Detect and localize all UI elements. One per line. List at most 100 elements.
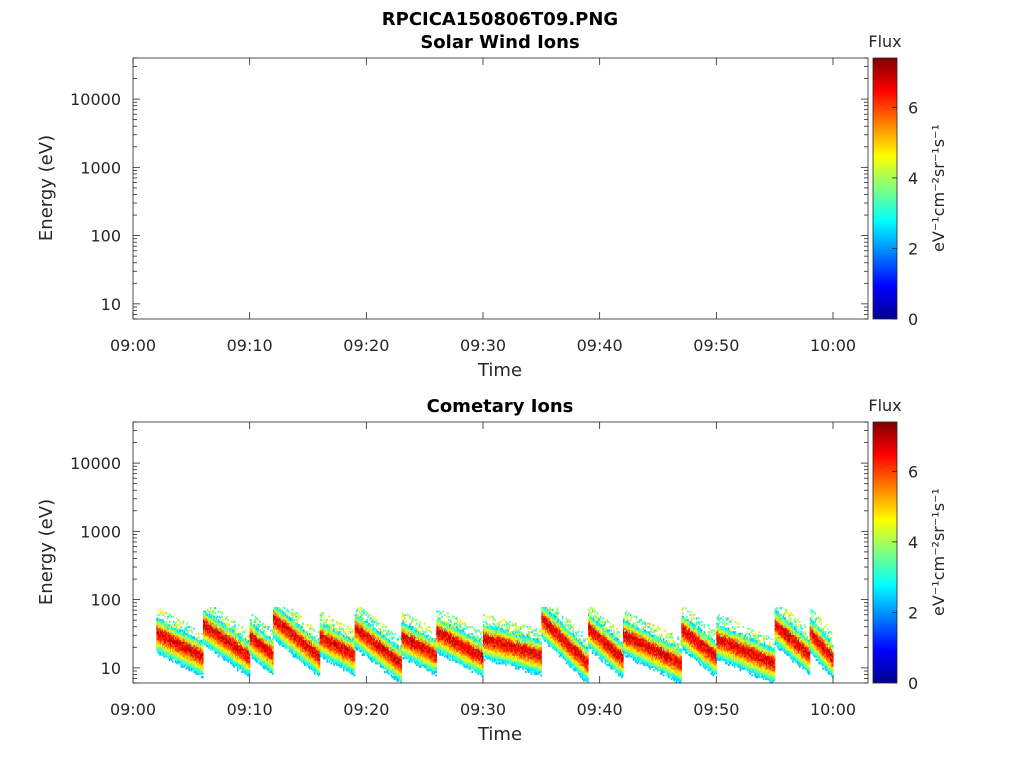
flux-cell xyxy=(283,636,286,639)
flux-cell xyxy=(188,669,190,672)
flux-cell xyxy=(271,643,273,646)
flux-cell xyxy=(271,646,273,649)
flux-cell xyxy=(277,634,280,637)
flux-cell xyxy=(281,615,284,618)
flux-cell xyxy=(220,648,223,651)
flux-cell xyxy=(251,626,254,629)
flux-cell xyxy=(244,653,247,656)
flux-cell xyxy=(292,655,295,658)
flux-cell xyxy=(269,648,271,651)
flux-cell xyxy=(168,627,170,630)
flux-cell xyxy=(306,653,308,656)
flux-cell xyxy=(254,636,257,639)
flux-cell xyxy=(200,653,202,656)
flux-cell xyxy=(206,634,209,637)
flux-cell xyxy=(226,631,228,634)
flux-cell xyxy=(225,631,227,634)
flux-cell xyxy=(213,617,216,620)
flux-cell xyxy=(206,626,209,629)
flux-cell xyxy=(187,657,190,660)
flux-cell xyxy=(270,665,272,668)
flux-cell xyxy=(312,667,315,670)
flux-cell xyxy=(253,634,256,637)
flux-cell xyxy=(164,622,166,625)
flux-cell xyxy=(320,627,323,630)
flux-cell xyxy=(212,643,215,646)
flux-cell xyxy=(316,657,319,660)
flux-cell xyxy=(321,639,324,642)
flux-cell xyxy=(297,626,299,629)
flux-cell xyxy=(187,651,190,655)
flux-cell xyxy=(320,619,323,622)
flux-cell xyxy=(239,657,242,660)
flux-cell xyxy=(331,655,333,658)
flux-cell xyxy=(238,665,241,668)
flux-cell xyxy=(267,638,269,641)
flux-cell xyxy=(275,613,278,617)
flux-cell xyxy=(344,660,347,663)
flux-cell xyxy=(200,645,202,648)
flux-cell xyxy=(222,648,225,651)
flux-cell xyxy=(330,636,332,639)
flux-cell xyxy=(274,613,277,617)
flux-cell xyxy=(306,646,308,649)
flux-cell xyxy=(212,645,215,648)
flux-cell xyxy=(187,655,190,658)
flux-cell xyxy=(163,650,165,653)
flux-cell xyxy=(272,653,274,656)
flux-cell xyxy=(310,639,313,642)
flux-cell xyxy=(198,645,200,648)
flux-cell xyxy=(220,629,223,632)
flux-cell xyxy=(277,629,280,632)
flux-cell xyxy=(302,643,304,646)
flux-cell xyxy=(215,646,218,649)
flux-cell xyxy=(288,627,291,630)
flux-cell xyxy=(245,641,248,644)
flux-cell xyxy=(301,631,303,634)
flux-cell xyxy=(320,632,323,636)
flux-cell xyxy=(176,651,179,655)
flux-cell xyxy=(165,631,167,634)
flux-cell xyxy=(300,643,302,646)
flux-cell xyxy=(296,624,298,627)
flux-cell xyxy=(178,641,181,644)
flux-cell xyxy=(201,646,203,649)
flux-cell xyxy=(308,627,311,630)
flux-cell xyxy=(189,641,191,644)
flux-cell xyxy=(277,607,280,610)
flux-cell xyxy=(318,655,321,658)
flux-cell xyxy=(230,632,232,636)
flux-cell xyxy=(177,651,180,655)
flux-cell xyxy=(338,655,340,658)
flux-cell xyxy=(268,626,270,629)
flux-cell xyxy=(282,636,285,639)
flux-cell xyxy=(202,664,204,667)
flux-cell xyxy=(176,660,179,663)
flux-cell xyxy=(277,612,280,615)
flux-cell xyxy=(267,658,269,661)
flux-cell xyxy=(183,636,186,639)
flux-cell xyxy=(189,665,191,668)
flux-cell xyxy=(345,636,348,639)
flux-cell xyxy=(236,660,238,663)
flux-cell xyxy=(240,641,243,644)
flux-cell xyxy=(163,620,165,623)
flux-cell xyxy=(257,648,260,651)
flux-cell xyxy=(203,641,206,644)
flux-cell xyxy=(327,629,330,632)
flux-cell xyxy=(255,645,258,648)
flux-cell xyxy=(279,634,282,637)
flux-cell xyxy=(321,626,324,629)
flux-cell xyxy=(280,626,283,629)
flux-cell xyxy=(183,650,186,653)
flux-cell xyxy=(328,651,330,655)
flux-cell xyxy=(213,608,216,611)
flux-cell xyxy=(282,626,285,629)
flux-cell xyxy=(308,658,310,661)
flux-cell xyxy=(165,648,167,651)
flux-cell xyxy=(203,632,206,636)
flux-cell xyxy=(244,641,247,644)
flux-cell xyxy=(289,617,292,620)
flux-cell xyxy=(206,627,209,630)
flux-cell xyxy=(347,651,350,655)
